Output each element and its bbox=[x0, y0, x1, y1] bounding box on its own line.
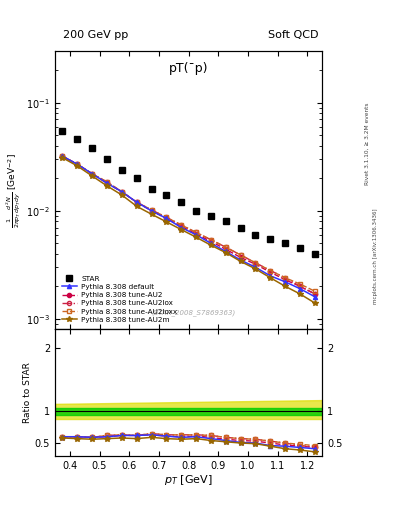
X-axis label: $p_T$ [GeV]: $p_T$ [GeV] bbox=[164, 473, 213, 487]
Y-axis label: $\frac{1}{2\pi p_T}\frac{d^2N}{dp_T dy}$ [GeV$^{-2}$]: $\frac{1}{2\pi p_T}\frac{d^2N}{dp_T dy}$… bbox=[5, 153, 24, 228]
Text: Rivet 3.1.10, ≥ 3.2M events: Rivet 3.1.10, ≥ 3.2M events bbox=[365, 102, 370, 185]
Legend: STAR, Pythia 8.308 default, Pythia 8.308 tune-AU2, Pythia 8.308 tune-AU2lox, Pyt: STAR, Pythia 8.308 default, Pythia 8.308… bbox=[59, 273, 180, 326]
Text: pT(¯p): pT(¯p) bbox=[169, 62, 208, 75]
Text: 200 GeV pp: 200 GeV pp bbox=[63, 30, 128, 40]
Text: Soft QCD: Soft QCD bbox=[268, 30, 318, 40]
Text: mcplots.cern.ch [arXiv:1306.3436]: mcplots.cern.ch [arXiv:1306.3436] bbox=[373, 208, 378, 304]
Text: (STAR_2008_S7869363): (STAR_2008_S7869363) bbox=[152, 309, 236, 316]
Y-axis label: Ratio to STAR: Ratio to STAR bbox=[23, 362, 32, 423]
